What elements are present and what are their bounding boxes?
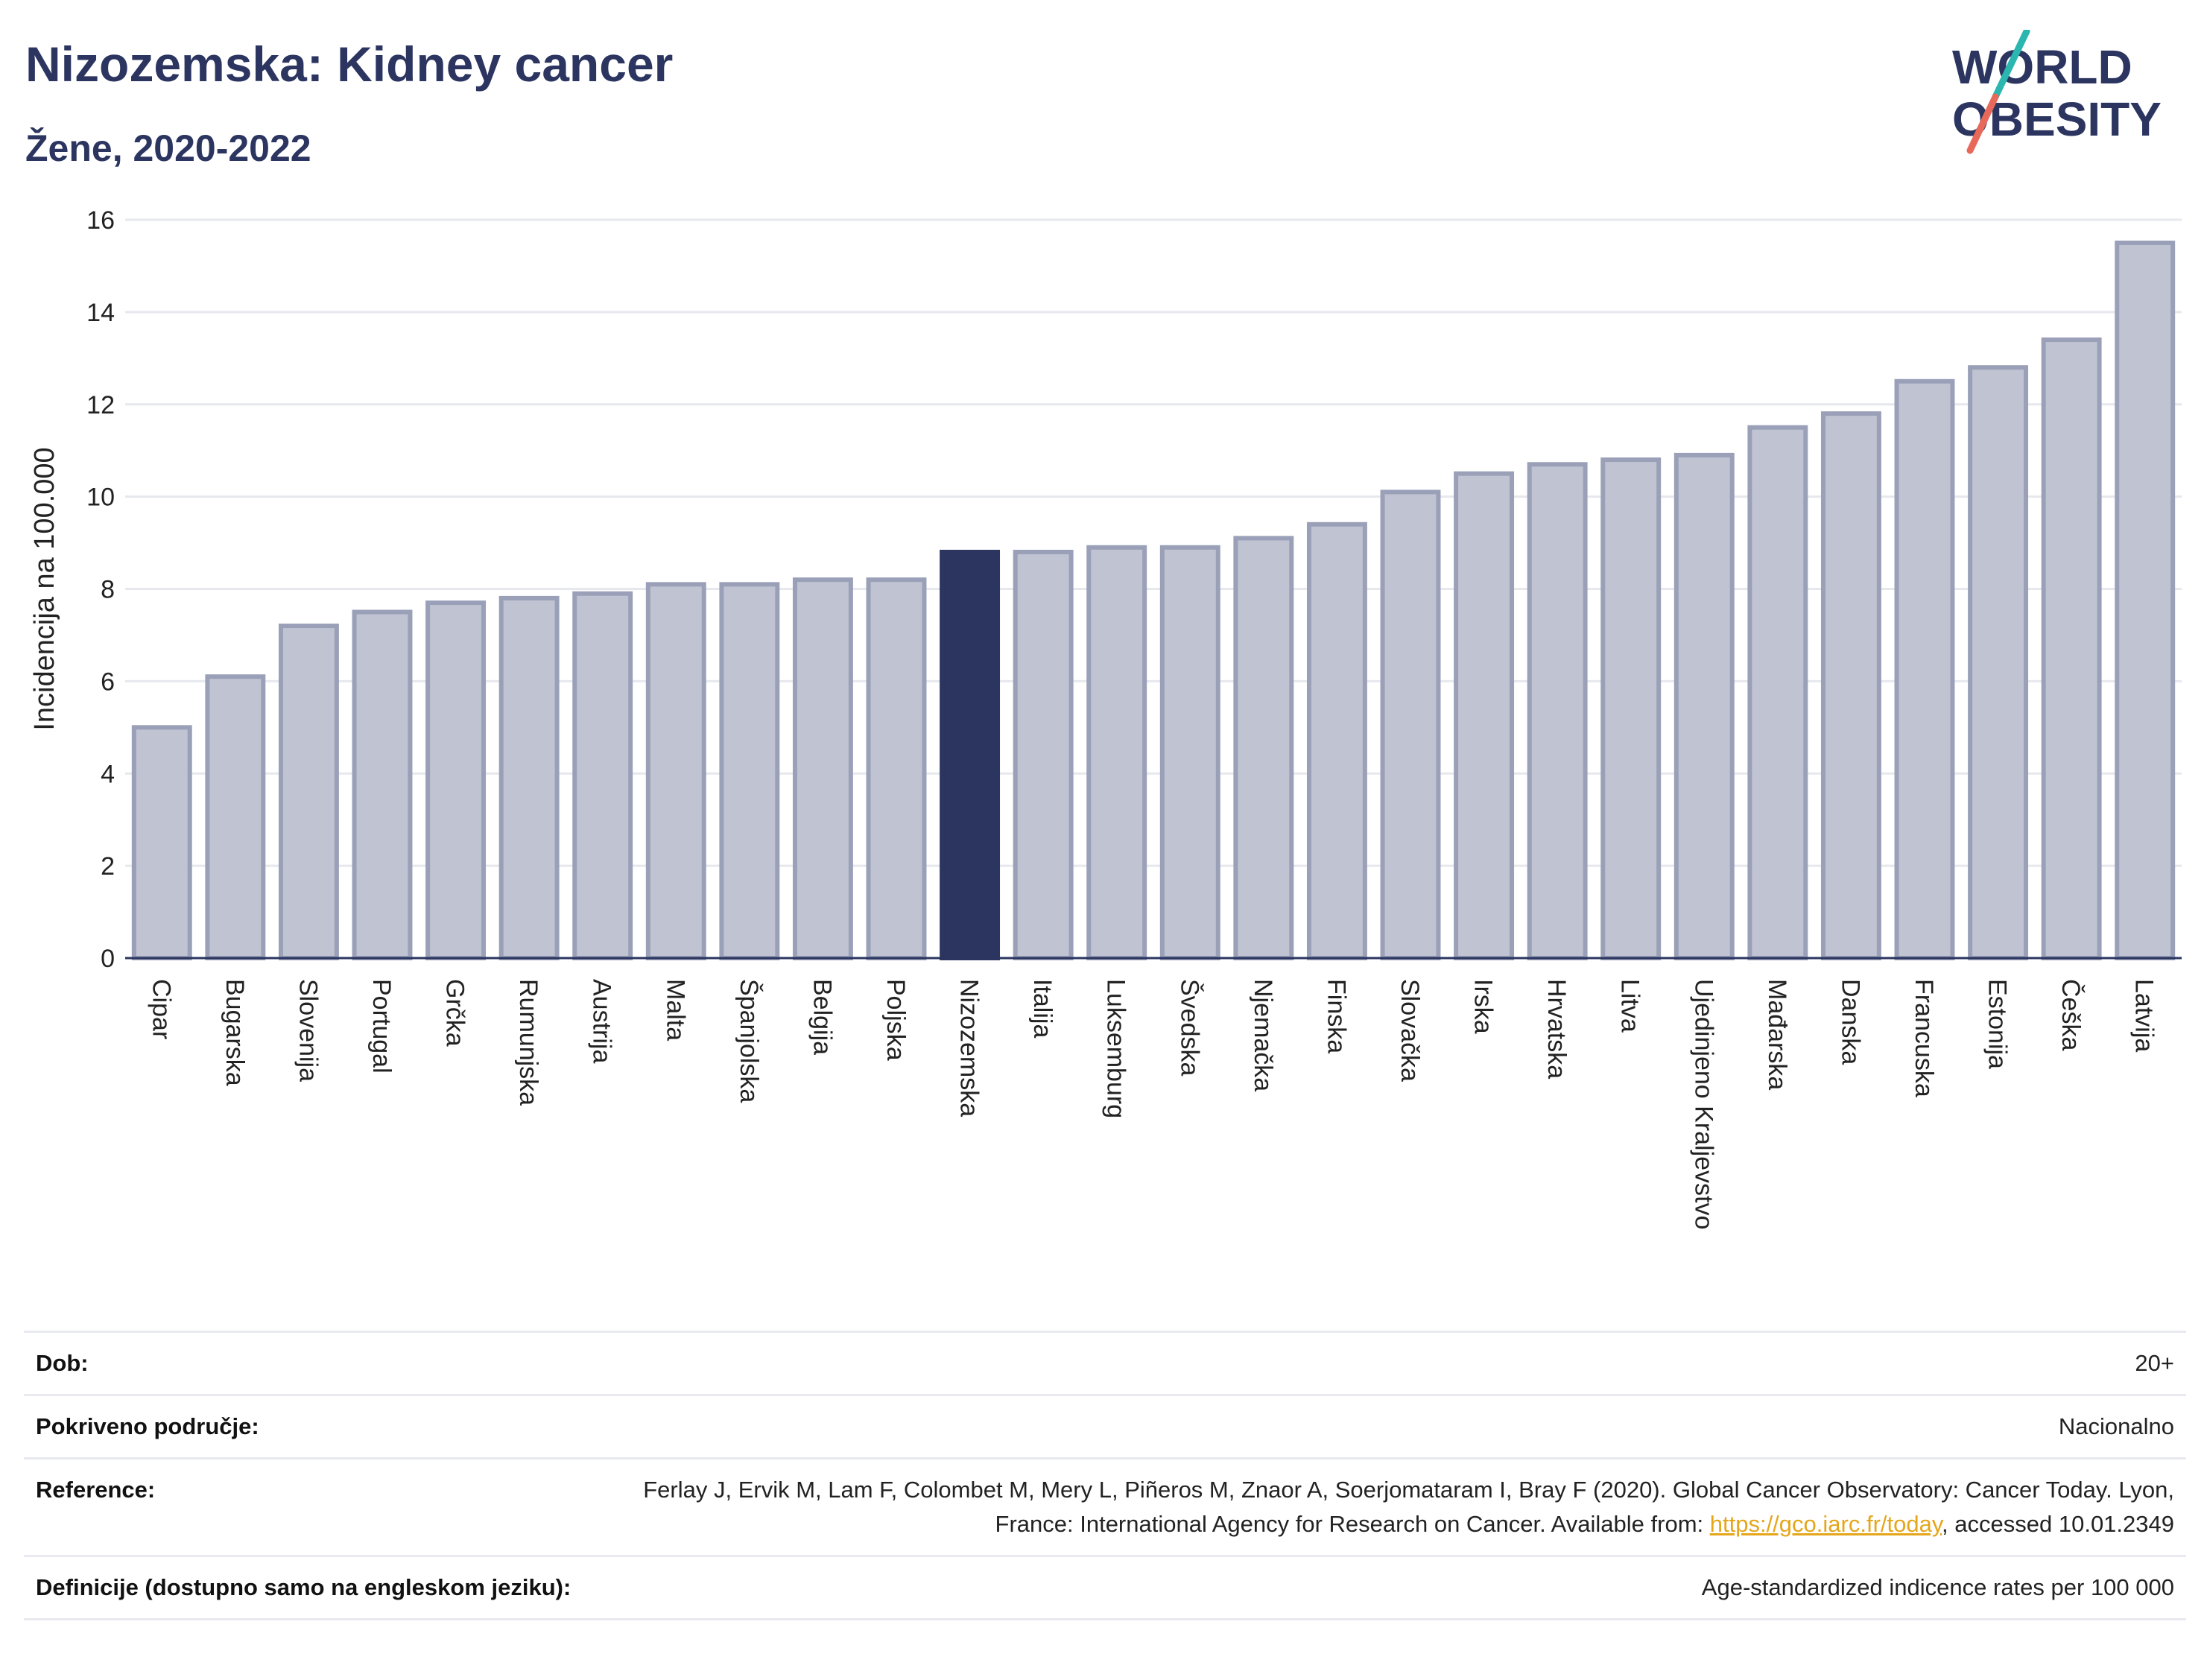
x-tick-label: Bugarska <box>221 979 249 1086</box>
bar-chart: 0 2 4 6 8 10 12 14 16 Incidencija na 100.000 Cipar… <box>29 206 2182 1229</box>
x-tick-label: Rumunjska <box>514 979 542 1106</box>
info-row-definition: Definicije (dostupno samo na engleskom j… <box>24 1555 2186 1620</box>
bar <box>719 582 780 961</box>
bar <box>1159 545 1220 960</box>
x-tick-label: Estonija <box>1983 979 2012 1069</box>
x-tick-label: Portugal <box>367 979 396 1074</box>
definition-value: Age-standardized indicence rates per 100… <box>1701 1574 2174 1600</box>
x-tick-label: Grčka <box>441 979 469 1047</box>
bar <box>425 600 487 960</box>
x-tick-label: Austrija <box>588 979 616 1063</box>
reference-text: Ferlay J, Ervik M, Lam F, Colombet M, Me… <box>643 1477 2174 1537</box>
x-tick-label: Belgija <box>808 979 836 1055</box>
bar <box>1747 425 1808 960</box>
bar <box>498 595 560 960</box>
bar <box>866 577 927 960</box>
bar <box>205 674 266 961</box>
x-tick-label: Švedska <box>1175 979 1203 1076</box>
info-row-age: Dob: 20+ <box>24 1331 2186 1394</box>
info-table: Dob: 20+ Pokriveno područje: Nacionalno … <box>24 1331 2186 1620</box>
x-tick-label: Češka <box>2056 979 2085 1050</box>
logo-slash-coral <box>1966 93 1999 154</box>
x-tick-label: Poljska <box>881 979 910 1061</box>
x-tick-label: Španjolska <box>735 979 763 1103</box>
x-tick-label: Litva <box>1616 979 1644 1033</box>
bar <box>1233 536 1294 960</box>
bar <box>1600 457 1662 960</box>
coverage-label: Pokriveno područje: <box>36 1413 259 1439</box>
bar <box>131 725 192 960</box>
x-tick-label: Slovačka <box>1396 979 1424 1082</box>
age-label: Dob: <box>36 1350 89 1376</box>
x-tick-label: Danska <box>1836 979 1864 1065</box>
bar <box>1673 452 1735 960</box>
logo-slash-teal <box>1992 30 2030 101</box>
bar <box>1380 489 1441 960</box>
bar <box>940 549 1001 960</box>
x-tick-label: Slovenija <box>294 979 322 1082</box>
y-tick-label: 4 <box>101 760 115 788</box>
bar <box>1306 522 1367 960</box>
x-tick-label: Irska <box>1469 979 1498 1034</box>
x-tick-label: Mađarska <box>1763 979 1791 1090</box>
age-value: 20+ <box>2135 1350 2174 1376</box>
x-tick-label: Latvija <box>2130 979 2159 1052</box>
bar <box>1013 549 1074 960</box>
x-tick-label: Finska <box>1322 979 1350 1053</box>
bar <box>1968 365 2029 960</box>
bar <box>352 609 413 960</box>
reference-value: Ferlay J, Ervik M, Lam F, Colombet M, Me… <box>609 1473 2174 1541</box>
x-tick-label: Nizozemska <box>955 979 984 1117</box>
bar <box>792 577 853 960</box>
bar <box>1086 545 1147 960</box>
y-tick-label: 10 <box>86 484 115 512</box>
bar <box>1894 378 1955 960</box>
x-tick-label: Francuska <box>1910 979 1938 1097</box>
reference-suffix: , accessed 10.01.2349 <box>1942 1511 2174 1537</box>
x-tick-label: Njemačka <box>1249 979 1277 1091</box>
info-row-reference: Reference: Ferlay J, Ervik M, Lam F, Col… <box>24 1457 2186 1555</box>
reference-link[interactable]: https://gco.iarc.fr/today <box>1709 1511 1942 1537</box>
bar <box>1820 411 1881 960</box>
x-tick-label: Ujedinjeno Kraljevstvo <box>1689 979 1717 1229</box>
y-tick-label: 8 <box>101 576 115 604</box>
x-tick-label: Luksemburg <box>1102 979 1130 1118</box>
y-tick-label: 6 <box>101 668 115 696</box>
info-row-coverage: Pokriveno područje: Nacionalno <box>24 1394 2186 1457</box>
x-tick-label: Italija <box>1028 979 1057 1038</box>
chart-subtitle: Žene, 2020-2022 <box>25 127 311 169</box>
x-tick-label: Malta <box>661 979 689 1041</box>
definition-label: Definicije (dostupno samo na engleskom j… <box>36 1574 571 1600</box>
x-tick-label: Cipar <box>147 979 175 1039</box>
bar <box>572 591 633 960</box>
y-tick-label: 16 <box>86 206 115 235</box>
reference-label: Reference: <box>36 1477 156 1503</box>
y-tick-label: 14 <box>86 299 115 327</box>
y-tick-label: 2 <box>101 852 115 881</box>
coverage-value: Nacionalno <box>2058 1413 2174 1439</box>
bar <box>278 624 339 960</box>
x-tick-label: Hrvatska <box>1542 979 1571 1079</box>
bar <box>1454 471 1515 960</box>
bar <box>2115 240 2176 960</box>
y-axis-label: Incidencija na 100.000 <box>29 447 60 730</box>
logo-text-world: WORLD <box>1952 40 2132 94</box>
y-tick-label: 12 <box>86 391 115 419</box>
bar <box>1527 462 1588 960</box>
bar <box>2041 337 2102 961</box>
world-obesity-logo: WORLD OBESITY <box>1952 30 2162 154</box>
y-tick-label: 0 <box>101 945 115 973</box>
chart-title: Nizozemska: Kidney cancer <box>25 37 674 92</box>
bar <box>645 582 706 961</box>
